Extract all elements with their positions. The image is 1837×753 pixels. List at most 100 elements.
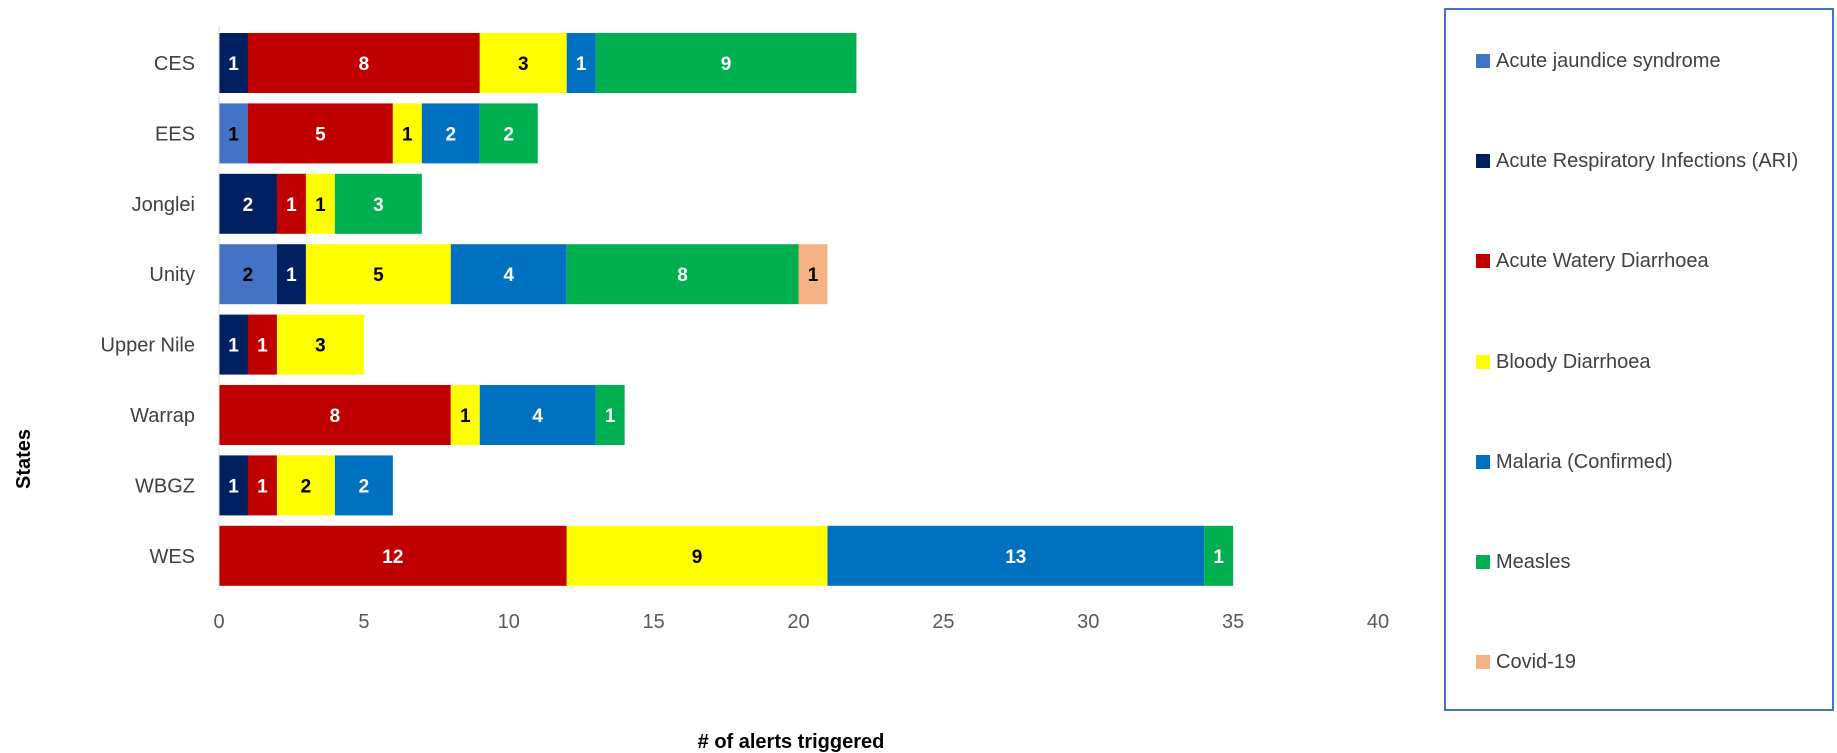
bar-data-label: 2 (301, 476, 312, 497)
bar-data-label: 1 (286, 195, 297, 216)
legend-swatch (1476, 655, 1490, 669)
bar-segment (247, 455, 277, 516)
category-label: Upper Nile (101, 335, 195, 357)
bar-data-label: 8 (677, 265, 688, 286)
bar-segment (219, 525, 567, 586)
legend: Acute jaundice syndrome Acute Respiratory… (1444, 8, 1834, 711)
bar-segment (566, 33, 596, 93)
x-tick-label: 30 (1077, 611, 1099, 633)
bar-data-label: 1 (257, 476, 268, 497)
bar-segment (219, 33, 248, 93)
legend-label: Bloody Diarrhoea (1496, 350, 1651, 373)
bar-segment (827, 525, 1205, 586)
legend-label: Measles (1496, 550, 1571, 573)
bar-data-label: 12 (382, 547, 403, 568)
bar-segment (276, 173, 306, 234)
bar-segment (595, 33, 857, 93)
bar-data-label: 1 (460, 406, 471, 427)
x-tick-label: 10 (498, 611, 520, 633)
legend-swatch (1476, 54, 1490, 68)
legend-swatch (1476, 154, 1490, 168)
x-tick-label: 35 (1222, 611, 1244, 633)
x-tick-label: 40 (1367, 611, 1389, 633)
bar-data-label: 3 (373, 195, 384, 216)
bar-segment (450, 244, 567, 305)
bar-segment (305, 173, 335, 234)
bar-data-label: 1 (402, 124, 413, 145)
bar-data-label: 1 (1213, 547, 1224, 568)
bar-segment (595, 385, 625, 445)
x-tick-label: 25 (932, 611, 954, 633)
bar-data-label: 9 (721, 54, 732, 75)
legend-label: Covid-19 (1496, 650, 1577, 673)
bar-data-label: 13 (1005, 547, 1026, 568)
x-axis-ticks: 0 5 10 15 20 25 30 35 40 (213, 611, 1389, 633)
bar-segment (219, 244, 277, 305)
x-tick-label: 5 (358, 611, 369, 633)
bar-segment (798, 244, 828, 305)
legend-item: Acute jaundice syndrome (1476, 49, 1721, 73)
legend-item: Bloody Diarrhoea (1476, 350, 1651, 374)
bar-data-label: 8 (359, 54, 370, 75)
bar-segment (219, 314, 248, 375)
x-tick-label: 20 (787, 611, 809, 633)
bar-segment (276, 314, 364, 375)
category-label: Jonglei (132, 194, 195, 216)
legend-label: Acute jaundice syndrome (1496, 49, 1721, 72)
category-label: WBGZ (135, 475, 195, 497)
category-label: EES (155, 123, 195, 145)
legend-item: Malaria (Confirmed) (1476, 450, 1673, 474)
bar-segment (247, 103, 393, 164)
bar-segment (1204, 525, 1234, 586)
category-label: Warrap (130, 405, 195, 427)
bar-segment (334, 173, 422, 234)
bar-segment (479, 103, 538, 164)
bar-segment (450, 385, 480, 445)
bar-data-label: 1 (228, 336, 239, 357)
legend-item: Measles (1476, 550, 1570, 574)
legend-label: Acute Watery Diarrhoea (1496, 249, 1709, 272)
category-label: WES (149, 546, 195, 568)
legend-swatch (1476, 555, 1490, 569)
legend-label: Malaria (Confirmed) (1496, 450, 1673, 473)
legend-swatch (1476, 254, 1490, 268)
bar-data-label: 3 (315, 336, 326, 357)
bar-data-label: 8 (330, 406, 341, 427)
bar-data-label: 2 (243, 195, 254, 216)
bar-data-label: 1 (257, 336, 268, 357)
y-axis-title: States (13, 429, 35, 489)
category-label: CES (154, 53, 195, 75)
legend-label: Acute Respiratory Infections (ARI) (1496, 149, 1799, 172)
legend-item: Acute Respiratory Infections (ARI) (1476, 149, 1798, 173)
bar-segment (392, 103, 422, 164)
legend-item: Covid-19 (1476, 650, 1576, 674)
bar-data-label: 2 (446, 124, 457, 145)
category-labels: CES EES Jonglei Unity Upper Nile Warrap WBGZ WE… (101, 53, 195, 568)
legend-item: Acute Watery Diarrhoea (1476, 249, 1709, 273)
bar-segment (276, 455, 335, 516)
x-tick-label: 0 (213, 611, 224, 633)
bar-data-label: 2 (243, 265, 254, 286)
bar-segment (566, 244, 799, 305)
bar-segment (479, 33, 567, 93)
bar-data-label: 4 (503, 265, 514, 286)
bar-data-label: 1 (808, 265, 819, 286)
bar-data-label: 1 (228, 476, 239, 497)
bar-data-label: 1 (315, 195, 326, 216)
bar-data-label: 4 (532, 406, 543, 427)
bar-segment (219, 455, 248, 516)
bar-data-label: 5 (373, 265, 384, 286)
bar-data-label: 1 (228, 124, 239, 145)
bar-segment (247, 33, 480, 93)
x-axis-title: # of alerts triggered (698, 731, 885, 753)
bar-segment (247, 314, 277, 375)
category-label: Unity (149, 264, 195, 286)
bar-segment (219, 385, 451, 445)
bar-data-label: 1 (576, 54, 587, 75)
bar-segment (334, 455, 393, 516)
bar-segment (219, 173, 277, 234)
bar-data-label: 3 (518, 54, 529, 75)
bar-data-label: 2 (503, 124, 514, 145)
bar-data-label: 1 (228, 54, 239, 75)
bar-data-label: 5 (315, 124, 326, 145)
